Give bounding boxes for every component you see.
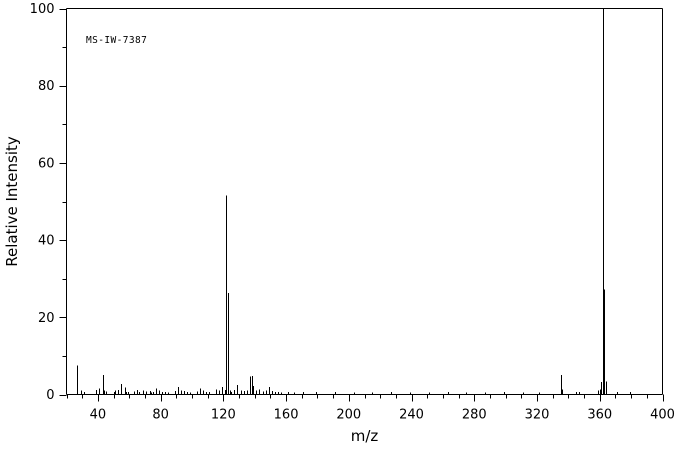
x-tick-label: 120 [211, 408, 236, 423]
y-axis-title: Relative Intensity [3, 136, 21, 267]
y-tick-label: 100 [30, 2, 55, 17]
x-tick-label: 400 [650, 408, 675, 423]
peak-series [76, 8, 632, 395]
x-tick-label: 360 [587, 408, 612, 423]
y-tick-label: 40 [38, 234, 55, 249]
y-tick-label: 0 [46, 388, 54, 403]
x-tick-label: 200 [336, 408, 361, 423]
x-tick-label: 240 [399, 408, 424, 423]
x-axis-title: m/z [351, 427, 379, 445]
sample-id-annotation: MS-IW-7387 [86, 35, 147, 46]
x-tick-label: 280 [462, 408, 487, 423]
y-tick-label: 60 [38, 156, 55, 171]
x-tick-label: 40 [90, 408, 107, 423]
x-tick-label: 160 [274, 408, 299, 423]
y-tick-label: 20 [38, 311, 55, 326]
x-tick-label: 80 [152, 408, 169, 423]
x-tick-label: 320 [525, 408, 550, 423]
y-tick-label: 80 [38, 79, 55, 94]
